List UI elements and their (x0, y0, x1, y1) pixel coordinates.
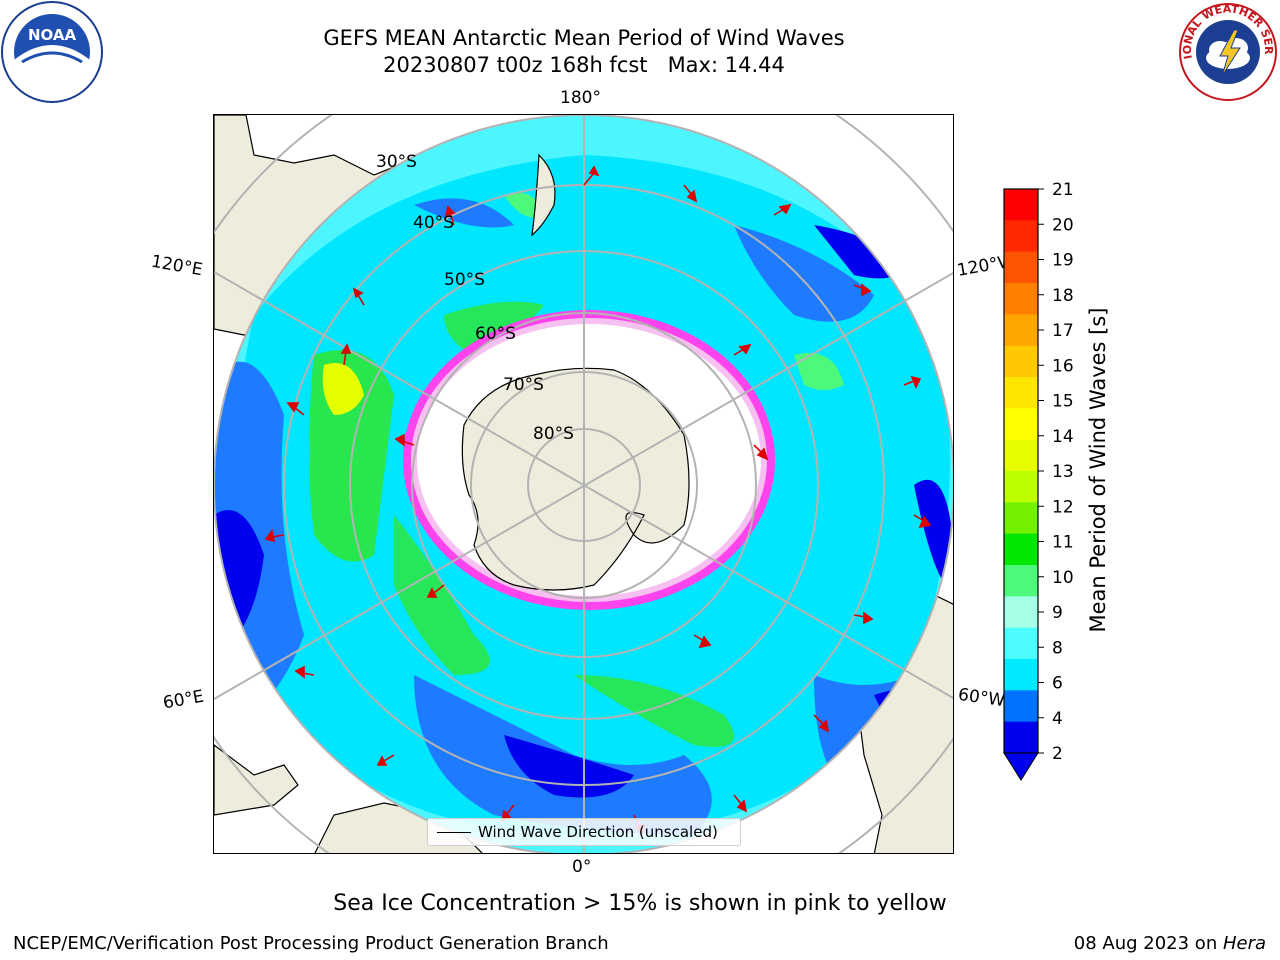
footer-machine: Hera (1222, 933, 1266, 954)
colorbar-ticks: 21 20 19 18 17 16 15 14 13 12 11 10 9 8 6 4 2 (1038, 182, 1074, 764)
colorbar-segment (1004, 627, 1038, 660)
map-subtitle: 20230807 t00z 168h fcst Max: 14.44 (383, 53, 785, 77)
wind-wave-arrows (264, 165, 932, 835)
colorbar-tick-label: 6 (1052, 674, 1063, 694)
colorbar-segment (1004, 721, 1038, 754)
footer-credit: NCEP/EMC/Verification Post Processing Pr… (13, 933, 609, 954)
colorbar-segment (1004, 220, 1038, 253)
colorbar-segment (1004, 408, 1038, 441)
colorbar: 21 20 19 18 17 16 15 14 13 12 11 10 9 8 6 4 2 (1003, 182, 1074, 781)
lon-label-120e: 120°E (149, 251, 205, 281)
footer-date: 08 Aug 2023 on Hera (1074, 933, 1266, 954)
colorbar-segment (1004, 283, 1038, 315)
colorbar-tick-label: 12 (1052, 497, 1074, 517)
colorbar-label: Mean Period of Wind Waves [s] (1086, 307, 1110, 633)
antarctica-landmass (461, 367, 690, 591)
colorbar-segment (1004, 659, 1038, 691)
colorbar-tick-label: 19 (1052, 251, 1074, 271)
colorbar-segments (1004, 189, 1038, 754)
colorbar-segment (1004, 596, 1038, 629)
lat-label-50s: 50°S (444, 270, 485, 290)
colorbar-segment (1004, 533, 1038, 566)
legend-label: Wind Wave Direction (unscaled) (478, 823, 718, 841)
map-panel (213, 114, 954, 854)
lat-label-60s: 60°S (475, 324, 516, 344)
footer-date-text: 08 Aug 2023 on (1073, 933, 1223, 954)
colorbar-tick-label: 10 (1052, 568, 1074, 588)
colorbar-tick-label: 14 (1052, 427, 1074, 447)
colorbar-tick-label: 17 (1052, 321, 1074, 341)
colorbar-segment (1004, 690, 1038, 723)
sea-ice-footnote: Sea Ice Concentration > 15% is shown in … (333, 891, 947, 916)
national-weather-service-logo-icon: NATIONAL WEATHER SERVICE (1176, 0, 1277, 101)
lat-label-40s: 40°S (413, 213, 454, 233)
lon-label-0: 0° (572, 857, 592, 877)
polar-map (214, 115, 953, 853)
colorbar-tick-label: 9 (1052, 603, 1063, 623)
colorbar-segment (1004, 471, 1038, 503)
colorbar-segment (1004, 189, 1038, 221)
colorbar-segment (1004, 502, 1038, 535)
colorbar-tick-label: 20 (1052, 215, 1074, 235)
madagascar-landmass (214, 744, 299, 816)
colorbar-tick-label: 8 (1052, 638, 1063, 658)
colorbar-tick-label: 15 (1052, 392, 1074, 412)
colorbar-segment (1004, 314, 1038, 347)
colorbar-segment (1004, 251, 1038, 284)
colorbar-tick-label: 13 (1052, 462, 1074, 482)
lon-label-180: 180° (560, 88, 601, 108)
colorbar-tick-label: 4 (1052, 709, 1063, 729)
new-zealand-landmass (531, 153, 556, 237)
colorbar-tick-label: 16 (1052, 356, 1074, 376)
colorbar-tick-label: 2 (1052, 744, 1063, 764)
colorbar-segment (1004, 345, 1038, 378)
lat-label-80s: 80°S (533, 424, 574, 444)
lat-label-70s: 70°S (503, 375, 544, 395)
colorbar-extend-arrow (1003, 752, 1039, 781)
map-legend: Wind Wave Direction (unscaled) (427, 818, 741, 846)
colorbar-tick-label: 21 (1052, 182, 1074, 200)
lon-label-60e: 60°E (161, 686, 206, 714)
colorbar-segment (1004, 439, 1038, 472)
legend-line-icon (437, 832, 471, 833)
colorbar-tick-label: 18 (1052, 286, 1074, 306)
colorbar-segment (1004, 377, 1038, 409)
map-title: GEFS MEAN Antarctic Mean Period of Wind … (323, 26, 845, 50)
noaa-logo-text: NOAA (28, 26, 77, 44)
colorbar-segment (1004, 565, 1038, 597)
colorbar-tick-label: 11 (1052, 533, 1074, 553)
noaa-logo-icon: NOAA (1, 1, 103, 103)
lat-label-30s: 30°S (376, 152, 417, 172)
